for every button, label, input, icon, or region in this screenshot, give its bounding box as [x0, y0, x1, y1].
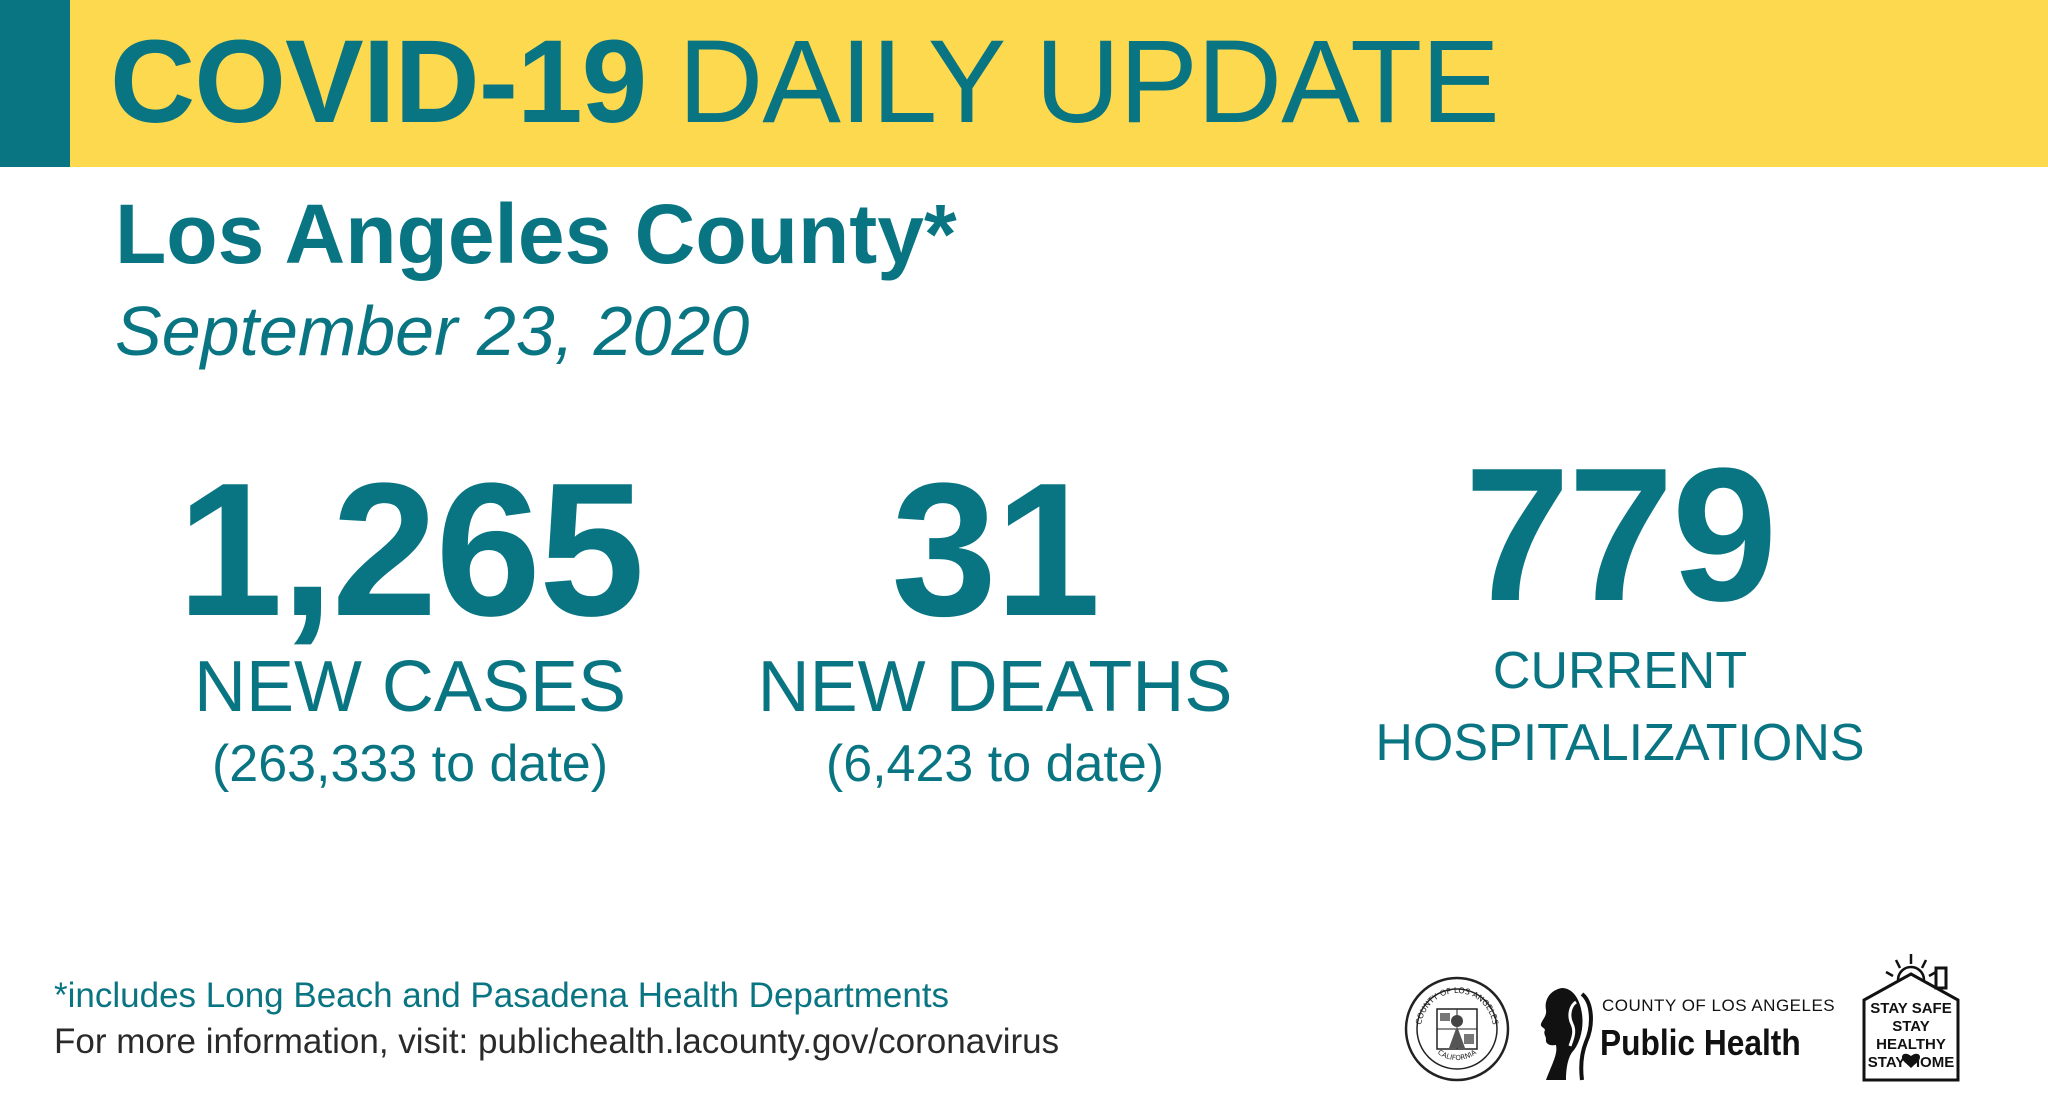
public-health-silhouette-icon: [1540, 988, 1593, 1081]
banner-title: COVID-19 DAILY UPDATE: [110, 22, 1500, 142]
hospitalizations-label-line2: HOSPITALIZATIONS: [1375, 714, 1865, 772]
deaths-to-date: (6,423 to date): [825, 735, 1165, 793]
stat-hospitalizations: 779 CURRENT HOSPITALIZATIONS: [1330, 440, 1910, 774]
new-deaths-label: NEW DEATHS: [757, 647, 1233, 727]
county-seal-icon: COUNTY OF LOS ANGELES CALIFORNIA: [1404, 976, 1510, 1082]
stat-new-cases: 1,265 NEW CASES (263,333 to date): [170, 455, 650, 799]
cases-to-date: (263,333 to date): [211, 735, 609, 793]
new-cases-value: 1,265: [177, 444, 644, 656]
house-sun-icon: [1862, 954, 1960, 1082]
new-cases-label: NEW CASES: [193, 647, 627, 727]
stat-new-deaths: 31 NEW DEATHS (6,423 to date): [745, 455, 1245, 799]
update-date: September 23, 2020: [115, 292, 750, 370]
stay-safe-line2: STAY HEALTHY: [1876, 1018, 1946, 1053]
header-banner: [0, 0, 2048, 167]
public-health-logo: COUNTY OF LOS ANGELES Public Health: [1532, 984, 1836, 1084]
county-title: Los Angeles County*: [115, 187, 957, 281]
banner-title-rest: DAILY UPDATE: [678, 16, 1500, 148]
banner-title-bold: COVID-19: [110, 16, 647, 148]
stay-safe-line1: STAY SAFE: [1870, 1000, 1952, 1017]
stay-safe-text: STAY SAFE STAY HEALTHY STAY HOME: [1862, 1000, 1960, 1072]
hospitalizations-label-line1: CURRENT: [1492, 642, 1748, 700]
stay-safe-logo: STAY SAFE STAY HEALTHY STAY HOME: [1856, 950, 1966, 1084]
new-deaths-value: 31: [891, 444, 1100, 656]
hospitalizations-value: 779: [1464, 429, 1777, 641]
banner-accent-bar: [0, 0, 70, 167]
footnote-includes: *includes Long Beach and Pasadena Health…: [54, 976, 950, 1015]
public-health-top-text: COUNTY OF LOS ANGELES: [1602, 996, 1836, 1015]
public-health-main-text: Public Health: [1600, 1022, 1801, 1063]
footnote-more-info: For more information, visit: publichealt…: [54, 1022, 1060, 1061]
stay-safe-line3: STAY HOME: [1867, 1054, 1955, 1071]
